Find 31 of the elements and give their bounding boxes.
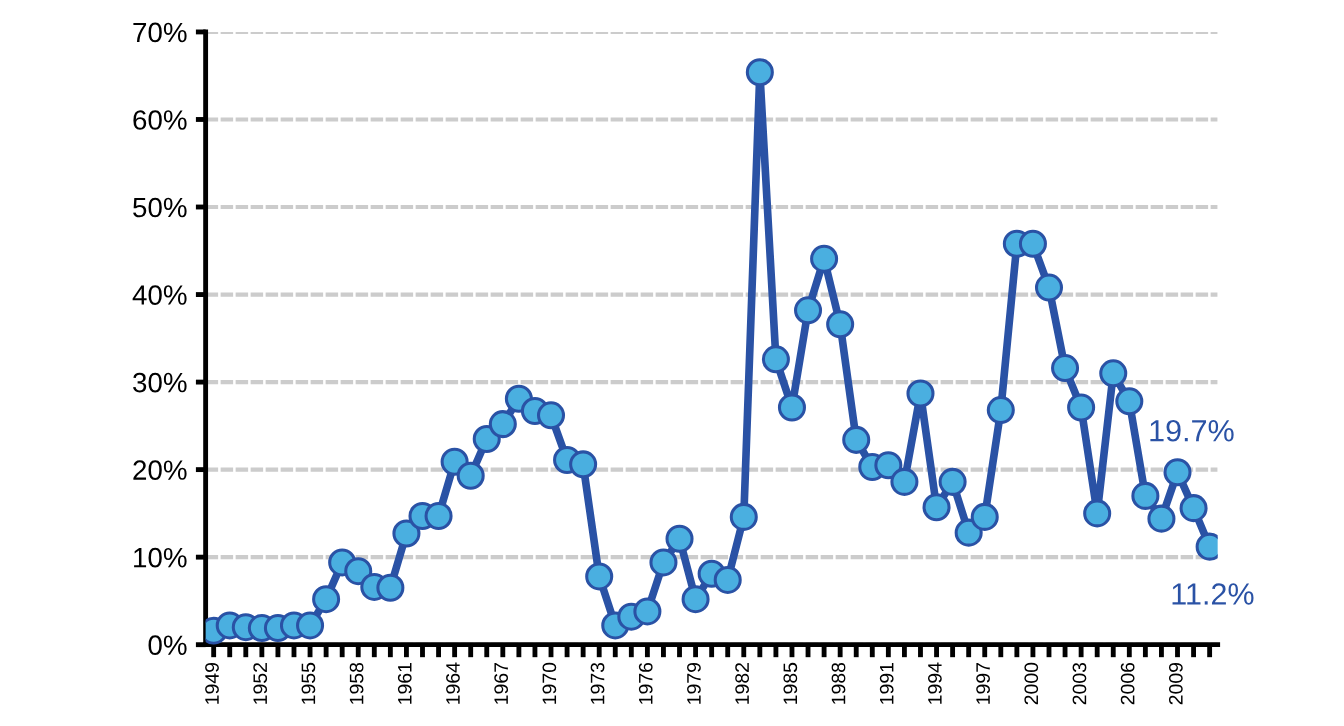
x-tick-label: 1973 xyxy=(590,662,605,704)
data-label: 11.2% xyxy=(1172,583,1254,605)
x-tick-label: 1955 xyxy=(301,662,316,704)
x-tick-label: 1970 xyxy=(542,662,557,704)
y-tick-label: 60% xyxy=(133,110,187,130)
x-tick-label: 1997 xyxy=(976,663,990,704)
x-tick-label: 1988 xyxy=(831,662,846,704)
x-tick-label: 1964 xyxy=(446,662,460,704)
x-tick-label: 1982 xyxy=(735,663,749,704)
x-tick-label: 1958 xyxy=(349,662,364,704)
x-tick-label: 1976 xyxy=(638,662,653,704)
x-tick-label: 1952 xyxy=(253,663,268,704)
x-tick-label: 1994 xyxy=(927,662,942,704)
data-label: 19.7% xyxy=(1150,419,1234,442)
y-tick-label: 40% xyxy=(132,285,187,305)
y-tick-label: 10% xyxy=(134,547,187,568)
y-tick-label: 0% xyxy=(148,635,187,656)
y-tick-label: 50% xyxy=(133,197,187,218)
y-tick-label: 70% xyxy=(133,22,187,43)
x-tick-label: 2006 xyxy=(1120,662,1135,705)
y-tick-label: 20% xyxy=(133,460,187,480)
x-tick-label: 2003 xyxy=(1072,662,1087,705)
x-tick-label: 1991 xyxy=(879,662,894,704)
x-tick-label: 2009 xyxy=(1168,662,1183,705)
x-tick-label: 1985 xyxy=(783,662,798,704)
x-tick-label: 1949 xyxy=(205,662,219,704)
x-tick-label: 1967 xyxy=(494,663,509,704)
x-tick-label: 1979 xyxy=(687,662,701,704)
x-tick-label: 2000 xyxy=(1024,662,1039,705)
x-tick-label: 1961 xyxy=(397,662,412,704)
y-tick-label: 30% xyxy=(133,372,187,393)
